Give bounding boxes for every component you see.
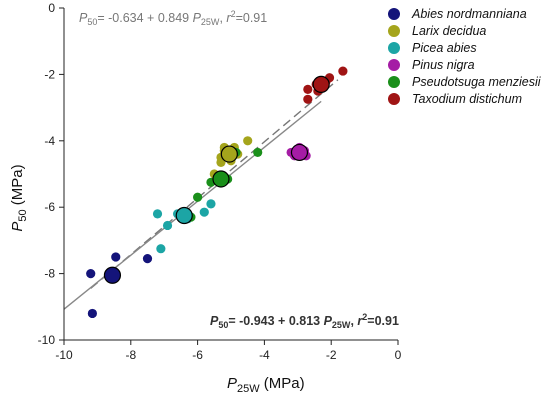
legend-label-pinus-nigra: Pinus nigra	[412, 58, 475, 72]
mean-point-abies-nordmanniana	[103, 266, 122, 284]
legend-marker-taxodium-distichum	[388, 93, 400, 105]
x-tick-label: -4	[259, 348, 270, 362]
equation-top: P50= -0.634 + 0.849 P25W, r2=0.91	[79, 9, 267, 27]
point-abies-nordmanniana	[142, 254, 153, 264]
y-tick-label: 0	[48, 1, 55, 15]
point-abies-nordmanniana	[86, 269, 96, 279]
y-tick-label: -8	[44, 267, 55, 281]
x-tick-label: -6	[192, 348, 203, 362]
legend-marker-pseudotsuga-menziesii	[388, 76, 400, 88]
x-tick-label: -2	[326, 348, 337, 362]
fit-line-solid	[63, 100, 322, 310]
data-points	[86, 66, 348, 319]
x-tick-label: 0	[395, 348, 402, 362]
axes: -10 -8 -6 -4 -2 0 -10 -8 -6 -4 -2 0	[38, 1, 402, 362]
point-pseudotsuga-menziesii	[253, 147, 263, 158]
y-tick-label: -4	[44, 134, 55, 148]
legend-marker-larix-decidua	[388, 25, 400, 37]
x-axis-title: P25W (MPa)	[227, 375, 305, 395]
mean-point-picea-abies	[175, 206, 193, 225]
point-picea-abies	[156, 244, 166, 254]
point-pseudotsuga-menziesii	[193, 192, 203, 202]
y-tick-label: -6	[44, 200, 55, 214]
point-abies-nordmanniana	[87, 308, 97, 319]
mean-point-taxodium-distichum	[312, 75, 330, 93]
legend-label-taxodium-distichum: Taxodium distichum	[412, 92, 522, 106]
y-axis-title: P50 (MPa)	[9, 164, 29, 231]
point-taxodium-distichum	[303, 94, 313, 104]
legend-marker-pinus-nigra	[388, 59, 400, 71]
mean-point-pseudotsuga-menziesii	[212, 170, 230, 188]
point-taxodium-distichum	[338, 66, 348, 76]
point-picea-abies	[162, 220, 173, 231]
point-taxodium-distichum	[303, 84, 313, 94]
equation-bottom: P50= -0.943 + 0.813 P25W, r2=0.91	[210, 312, 399, 330]
legend-label-larix-decidua: Larix decidua	[412, 24, 486, 38]
point-abies-nordmanniana	[111, 252, 121, 262]
mean-point-larix-decidua	[220, 145, 238, 163]
legend-marker-abies-nordmanniana	[388, 8, 400, 20]
legend: Abies nordmanniana Larix decidua Picea abi…	[388, 7, 542, 106]
point-picea-abies	[206, 199, 216, 209]
mean-point-pinus-nigra	[290, 143, 309, 162]
point-picea-abies	[199, 207, 209, 217]
x-tick-label: -10	[55, 348, 73, 362]
point-picea-abies	[152, 209, 163, 219]
legend-marker-picea-abies	[388, 42, 400, 54]
y-tick-label: -10	[38, 333, 56, 347]
legend-label-picea-abies: Picea abies	[412, 41, 477, 55]
point-larix-decidua	[243, 136, 253, 146]
legend-label-abies-nordmanniana: Abies nordmanniana	[411, 7, 527, 21]
y-tick-label: -2	[44, 67, 55, 81]
legend-label-pseudotsuga-menziesii: Pseudotsuga menziesii	[412, 75, 542, 89]
x-tick-label: -8	[125, 348, 136, 362]
